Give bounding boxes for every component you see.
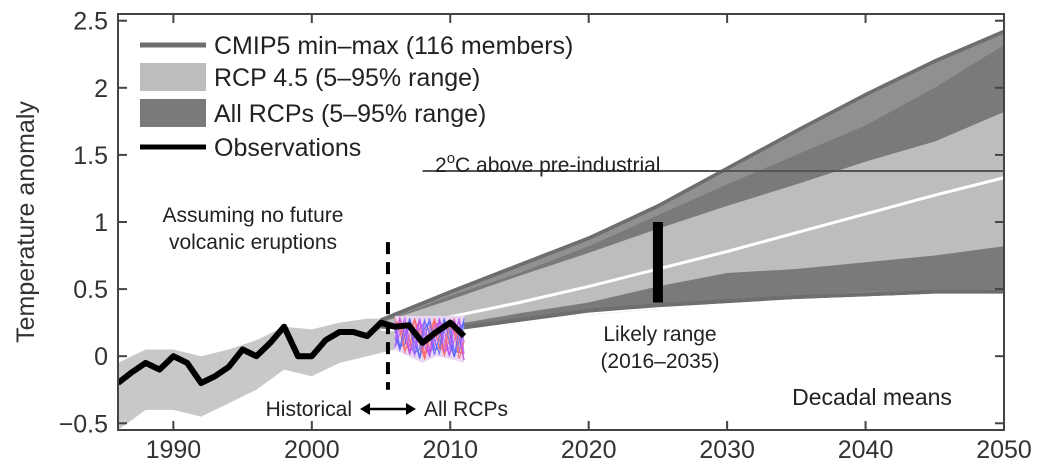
legend-swatch-all-rcps [140, 99, 206, 127]
historical-allrcps-arrow [360, 403, 416, 415]
x-tick-label: 2010 [422, 436, 478, 464]
x-tick-label: 2050 [976, 436, 1032, 464]
x-tick-label: 1990 [146, 436, 202, 464]
legend-label-cmip: CMIP5 min–max (116 members) [214, 32, 573, 60]
volcanic-note-line1: Assuming no future [163, 204, 344, 227]
likely-range-bar [652, 222, 663, 303]
rcp45-band [381, 112, 1004, 326]
y-axis: −0.5 0 0.5 1 1.5 2 2.5 [59, 8, 1004, 438]
threshold-label: 2oC above pre-industrial [435, 150, 660, 177]
x-tick-label: 2000 [284, 436, 340, 464]
y-tick-label: 2.5 [73, 8, 108, 36]
y-tick-label: −0.5 [59, 410, 108, 438]
x-tick-label: 2040 [838, 436, 894, 464]
volcanic-note-line2: volcanic eruptions [169, 231, 337, 254]
legend-label-all-rcps: All RCPs (5–95% range) [214, 100, 486, 128]
y-tick-label: 2 [94, 75, 108, 103]
cmip-lower-edge [380, 293, 1004, 334]
observation-dataset-line [394, 317, 465, 359]
decadal-means-label: Decadal means [792, 384, 952, 410]
observations-line [118, 319, 467, 386]
y-axis-label: Temperature anomaly [12, 101, 40, 343]
legend-swatch-rcp45 [140, 63, 206, 91]
likely-range-line1: Likely range [603, 323, 716, 346]
y-tick-label: 1.5 [73, 142, 108, 170]
y-tick-label: 0 [94, 343, 108, 371]
all-rcps-label: All RCPs [424, 398, 508, 421]
y-tick-label: 1 [94, 209, 108, 237]
legend-label-rcp45: RCP 4.5 (5–95% range) [214, 64, 480, 92]
cmip-upper-line [380, 29, 1004, 322]
cmip-lower-line [380, 289, 1004, 332]
threshold-label-rest: C above pre-industrial [455, 154, 660, 177]
historical-members-band [118, 318, 395, 430]
y-tick-label: 0.5 [73, 276, 108, 304]
x-axis: 1990 2000 2010 2020 2030 2040 2050 [146, 14, 1032, 464]
legend-label-observations: Observations [214, 134, 361, 162]
legend: CMIP5 min–max (116 members) RCP 4.5 (5–9… [140, 32, 573, 162]
x-tick-label: 2030 [699, 436, 755, 464]
threshold-label-base: 2 [435, 154, 447, 177]
likely-range-line2: (2016–2035) [600, 350, 719, 373]
historical-label: Historical [266, 398, 352, 421]
x-tick-label: 2020 [561, 436, 617, 464]
threshold-label-sup: o [447, 150, 455, 167]
cmip-upper-edge [380, 27, 1004, 318]
observation-dataset-line [394, 316, 465, 361]
observation-dataset-line [394, 317, 465, 358]
median-line [422, 176, 1004, 325]
